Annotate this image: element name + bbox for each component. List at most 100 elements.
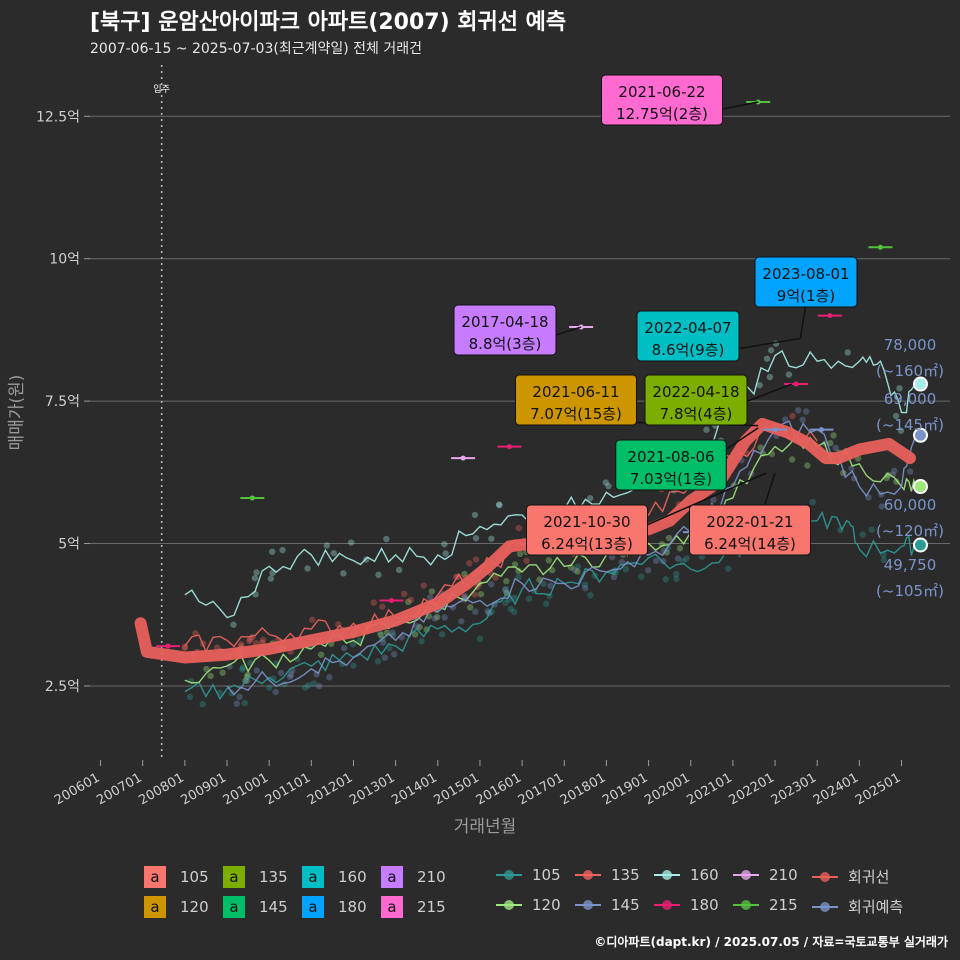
annotation-date: 2021-08-06 [627,448,714,466]
trade-point [679,557,687,565]
trade-point [503,577,510,585]
trade-point [477,590,485,598]
trade-point [605,482,612,490]
trade-point [309,616,316,623]
y-tick-label: 7.5억 [45,394,80,410]
x-tick-label: 201501 [431,770,481,808]
legend-label: 210 [417,868,446,886]
trade-point [236,693,243,701]
trade-point [638,573,645,580]
trade-point [618,558,626,566]
trade-point [377,631,385,639]
annotation-date: 2023-08-01 [762,265,849,283]
annotation-2022-04-07: 2022-04-07 8.6억(9층) [636,310,801,362]
annotation-date: 2022-04-18 [652,383,739,401]
trade-point [438,631,446,638]
trade-point [379,603,386,610]
trade-point [259,636,267,644]
annotation-2023-08-01: 2023-08-01 9억(1층) [754,256,858,339]
legend-label: 120 [532,896,561,914]
x-tick-label: 201101 [263,770,313,808]
prediction-area: (~145㎡) [876,416,944,434]
trade-point [515,524,522,532]
legend-label: 105 [532,866,561,884]
trade-point [431,615,439,622]
trade-point [323,542,331,549]
trade-point [471,591,479,598]
trade-point [652,557,660,565]
legend-label: 215 [769,896,798,914]
prediction-label-145: 69,000 (~145㎡) [876,390,944,434]
trade-point [230,621,237,628]
legend-label: 145 [611,896,640,914]
trade-point [375,571,382,579]
trade-point [859,531,866,538]
trade-point [788,456,796,463]
trade-point [602,479,609,486]
trade-point [199,701,206,708]
trade-point [389,629,396,636]
trade-point [267,575,275,582]
trade-point [803,408,810,415]
legend-series-120: 120 [496,896,561,914]
trade-point [476,635,484,643]
trade-point [277,669,285,677]
annotation-box [754,256,858,308]
annotation-box [644,374,748,426]
trade-point [458,618,465,625]
trade-point [608,553,616,561]
trade-point [207,672,214,680]
legend-series-215: 215 [733,896,798,914]
legend-label: 215 [417,898,446,916]
x-tick-label: 200701 [94,770,144,808]
trade-point [581,584,589,592]
annotation-2017-04-18: 2017-04-18 8.8억(3층) [453,304,582,356]
trade-point [809,498,816,506]
marker-point-180 [506,444,512,450]
trade-point [466,560,473,567]
annotation-2021-06-22: 2021-06-22 12.75억(2층) [601,74,759,126]
trade-point [763,355,771,362]
x-tick-label: 201401 [389,770,439,808]
legend-label: 180 [690,896,719,914]
annotation-box [526,504,648,556]
annotation-date: 2022-04-07 [644,319,731,337]
prediction-point-160 [912,376,928,392]
trade-point [525,595,533,602]
trade-point [349,641,357,648]
x-tick-label: 202501 [853,770,903,808]
trade-point [326,674,333,681]
prediction-label-105: 49,750 (~105㎡) [876,556,944,600]
x-tick-label: 202401 [811,770,861,808]
legend-size-145: a 145 [223,896,288,918]
legend-label: 회귀선 [848,868,890,886]
trade-point [428,588,436,595]
trade-point [219,669,226,676]
legend-series-145: 145 [575,896,640,914]
trade-point [660,547,667,555]
x-tick-label: 202301 [769,770,819,808]
legend-swatch: a [302,866,324,888]
annotation-price: 7.8억(4층) [660,405,733,423]
trade-point [272,688,279,696]
prediction-value: 69,000 [884,390,937,408]
annotation-2022-01-21: 2022-01-21 6.24억(14층) [689,472,811,556]
legend-label: 180 [338,898,367,916]
trade-point [246,637,253,645]
trade-point [665,534,673,542]
trade-point [293,655,301,663]
legend-line-icon [654,870,680,880]
trade-point [492,574,499,581]
trade-point [246,635,254,643]
trade-point [511,608,518,616]
marker-point-180 [388,597,394,603]
x-tick-label: 200801 [136,770,186,808]
y-tick-label: 5억 [58,537,80,553]
trade-point [441,614,448,621]
legend-line-icon [575,870,601,880]
legend-series-210: 210 [733,866,798,884]
y-tick-label: 12.5억 [36,109,80,125]
legend-label: 135 [611,866,640,884]
series-line-145 [226,420,917,696]
legend-swatch: a [223,866,245,888]
